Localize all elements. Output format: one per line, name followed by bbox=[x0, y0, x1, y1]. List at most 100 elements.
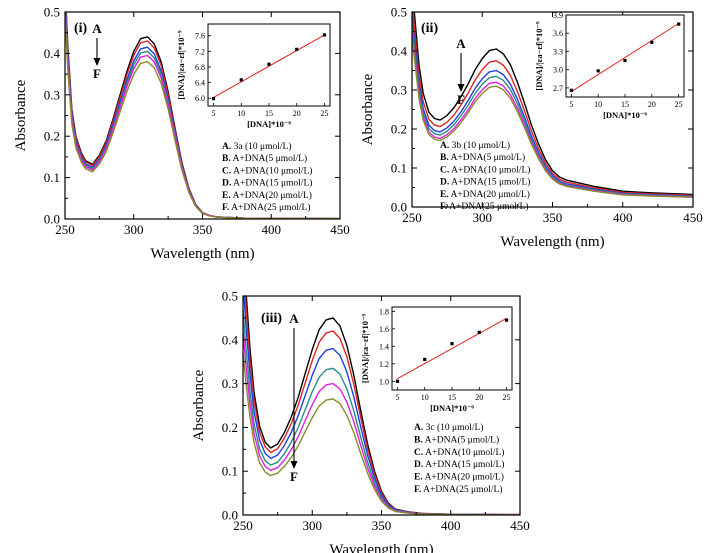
inset-x-tick-label: 20 bbox=[475, 393, 483, 402]
legend-entry-key: E. bbox=[440, 190, 449, 200]
legend-entry-key: D. bbox=[222, 179, 231, 189]
x-tick-label: 450 bbox=[330, 222, 350, 237]
inset-data-point bbox=[677, 22, 681, 26]
inset-y-tick-label: 3.9 bbox=[553, 11, 563, 20]
y-tick-label: 0.5 bbox=[222, 289, 238, 304]
y-tick-label: 0.4 bbox=[44, 46, 61, 61]
series-line-d bbox=[412, 24, 693, 198]
y-tick-label: 0.1 bbox=[44, 170, 60, 185]
inset-y-tick-label: 1.6 bbox=[379, 325, 389, 334]
inset-y-axis-label: [DNA]/|εa−εf|*10⁻⁹ bbox=[534, 21, 544, 91]
series-line-f bbox=[65, 14, 340, 219]
inset-y-tick-label: 1.8 bbox=[379, 307, 389, 316]
inset-x-tick-label: 20 bbox=[293, 109, 301, 118]
legend-entry-key: A. bbox=[414, 423, 423, 433]
legend-entry-text: A+DNA(5 μmol/L) bbox=[449, 152, 525, 163]
arrow-label-start: A bbox=[92, 21, 102, 36]
legend-entry-d: D. A+DNA(15 μmol/L) bbox=[222, 178, 312, 189]
x-tick-label: 450 bbox=[510, 518, 530, 533]
legend-entry-text: A+DNA(20 μmol/L) bbox=[231, 190, 312, 201]
legend-entry-a: A. 3b (10 μmol/L) bbox=[440, 140, 510, 151]
inset-y-tick-label: 6.0 bbox=[195, 94, 205, 103]
y-tick-label: 0.2 bbox=[222, 420, 238, 435]
inset-chart: 5 10 15 20 25 6.0 6.4 6.8 7.2 7.6 [DNA]*10⁻⁶ [DNA]/… bbox=[176, 23, 331, 129]
legend-entry-key: C. bbox=[222, 166, 231, 176]
inset-data-point bbox=[623, 58, 627, 63]
legend-entry-b: B. A+DNA(5 μmol/L) bbox=[414, 434, 499, 445]
inset-x-tick-label: 15 bbox=[265, 109, 273, 118]
y-tick-label: 0.4 bbox=[222, 332, 239, 347]
x-tick-label: 350 bbox=[193, 222, 213, 237]
inset-data-point bbox=[322, 33, 327, 37]
x-tick-label: 400 bbox=[262, 222, 282, 237]
legend-entry-c: C. A+DNA(10 μmol/L) bbox=[440, 164, 530, 175]
y-tick-label: 0.3 bbox=[44, 87, 60, 102]
chart-panel-2: 250 300 350 400 450 0.0 0.1 0.2 0.3 0.4 0.5 Wavelen… bbox=[360, 5, 703, 251]
inset-y-axis-label: [DNA]/|εa−εf|*10⁻⁹ bbox=[176, 30, 186, 100]
legend-entry-text: 3a (10 μmol/L) bbox=[231, 141, 291, 152]
y-tick-label: 0.1 bbox=[222, 464, 238, 479]
series-line-f bbox=[243, 352, 520, 515]
arrow-label-start: A bbox=[456, 36, 466, 51]
panel-label: (i) bbox=[74, 21, 88, 36]
x-tick-label: 300 bbox=[124, 222, 144, 237]
inset-y-tick-label: 3.3 bbox=[553, 47, 563, 56]
legend-entry-f: F. A+DNA(25 μmol/L) bbox=[440, 201, 528, 212]
x-tick-label: 400 bbox=[613, 210, 633, 225]
inset-x-tick-label: 5 bbox=[395, 393, 399, 402]
inset-data-point bbox=[267, 62, 271, 66]
inset-x-tick-label: 25 bbox=[320, 109, 328, 118]
inset-fit-line bbox=[571, 23, 679, 92]
inset-data-point bbox=[295, 47, 299, 51]
y-axis-label: Absorbance bbox=[191, 369, 207, 441]
legend-entry-f: F. A+DNA(25 μmol/L) bbox=[222, 202, 310, 213]
x-tick-label: 250 bbox=[402, 210, 422, 225]
legend-entry-e: E. A+DNA(20 μmol/L) bbox=[440, 189, 530, 200]
panel-label: (iii) bbox=[261, 311, 282, 326]
arrow-head bbox=[93, 58, 101, 66]
legend-entry-text: 3c (10 μmol/L) bbox=[423, 422, 483, 433]
inset-data-point bbox=[211, 96, 216, 101]
series-line-f bbox=[412, 37, 693, 198]
x-tick-label: 250 bbox=[233, 518, 253, 533]
legend-entry-key: D. bbox=[440, 178, 449, 188]
legend-entry-key: D. bbox=[414, 460, 423, 470]
inset-x-tick-label: 25 bbox=[503, 393, 511, 402]
legend-entry-key: B. bbox=[414, 435, 423, 445]
inset-data-point bbox=[423, 357, 427, 362]
inset-x-tick-label: 25 bbox=[675, 100, 683, 109]
legend-entry-b: B. A+DNA(5 μmol/L) bbox=[440, 152, 525, 163]
legend-entry-text: A+DNA(10 μmol/L) bbox=[231, 165, 312, 176]
legend-entry-d: D. A+DNA(15 μmol/L) bbox=[440, 177, 530, 188]
legend-entry-text: A+DNA(5 μmol/L) bbox=[423, 434, 499, 445]
y-tick-label: 0.5 bbox=[44, 5, 60, 20]
inset-fit-line bbox=[213, 34, 325, 98]
inset-x-tick-label: 5 bbox=[212, 109, 216, 118]
inset-fit-line bbox=[397, 317, 507, 380]
inset-y-tick-label: 6.8 bbox=[195, 63, 205, 72]
legend-entry-a: A. 3c (10 μmol/L) bbox=[414, 422, 483, 433]
legend-entry-key: C. bbox=[414, 448, 423, 458]
legend-entry-text: A+DNA(5 μmol/L) bbox=[231, 153, 307, 164]
legend-entry-e: E. A+DNA(20 μmol/L) bbox=[414, 472, 504, 483]
legend-entry-key: F. bbox=[222, 203, 229, 213]
legend-entry-text: A+DNA(20 μmol/L) bbox=[449, 189, 530, 200]
legend-entry-text: A+DNA(15 μmol/L) bbox=[423, 459, 504, 470]
inset-data-point bbox=[569, 88, 573, 92]
y-tick-label: 0.5 bbox=[391, 5, 407, 20]
inset-chart: 5 10 15 20 25 2.7 3.0 3.3 3.6 3.9 [DNA]*10⁻⁶ [DNA]/… bbox=[534, 11, 685, 120]
legend-entry-key: F. bbox=[414, 485, 421, 495]
inset-data-point bbox=[650, 40, 654, 44]
series-line-a bbox=[413, 12, 693, 196]
arrow-head bbox=[290, 461, 298, 469]
y-axis-label: Absorbance bbox=[13, 79, 29, 151]
inset-y-tick-label: 3.6 bbox=[553, 29, 563, 38]
arrow-label-end: F bbox=[93, 66, 101, 81]
x-tick-label: 350 bbox=[543, 210, 563, 225]
legend-entry-f: F. A+DNA(25 μmol/L) bbox=[414, 484, 502, 495]
inset-x-tick-label: 10 bbox=[594, 100, 602, 109]
y-tick-label: 0.2 bbox=[391, 122, 407, 137]
legend-entry-key: E. bbox=[222, 191, 231, 201]
inset-x-tick-label: 20 bbox=[648, 100, 656, 109]
inset-y-tick-label: 1.0 bbox=[379, 377, 389, 386]
